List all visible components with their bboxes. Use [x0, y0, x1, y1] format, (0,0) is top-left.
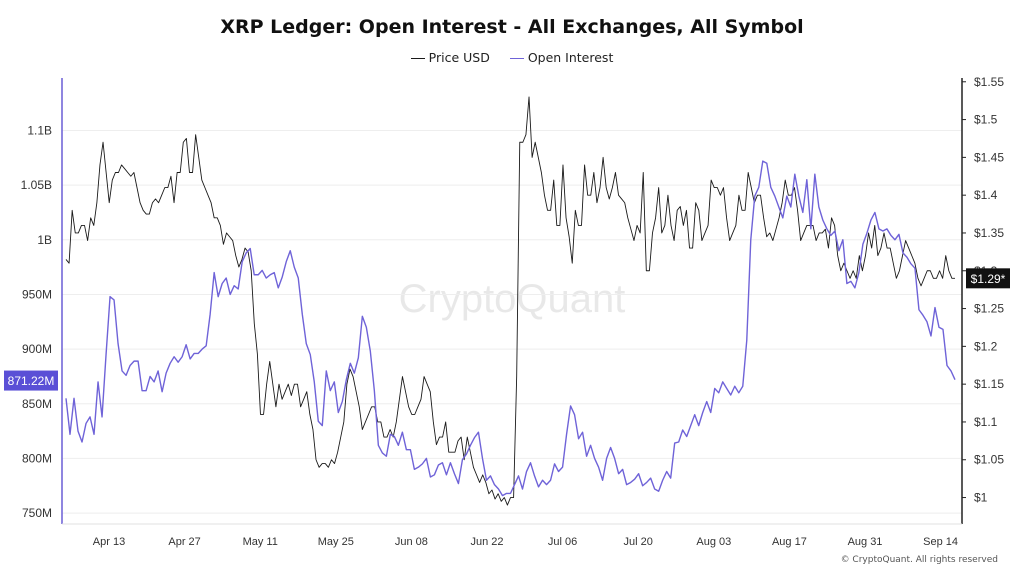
- open-interest-line[interactable]: [65, 160, 956, 497]
- legend-item-price[interactable]: Price USD: [410, 50, 490, 65]
- legend-label-price: Price USD: [428, 50, 490, 65]
- x-tick-label: Apr 27: [168, 536, 200, 548]
- series-layer: [65, 96, 956, 506]
- legend-swatch-price: [410, 58, 425, 59]
- left-tick-label: 1.1B: [27, 123, 52, 137]
- right-tick-label: $1.25: [974, 302, 1004, 316]
- left-tick-label: 800M: [22, 451, 52, 465]
- copyright-notice: © CryptoQuant. All rights reserved: [840, 555, 998, 565]
- legend-label-open-interest: Open Interest: [527, 50, 614, 65]
- left-tick-label: 950M: [22, 287, 52, 301]
- open-interest-current-badge: [4, 370, 58, 391]
- left-tick-label: 1B: [37, 233, 52, 247]
- legend-item-open-interest[interactable]: Open Interest: [509, 50, 614, 65]
- left-tick-label: 1.05B: [21, 178, 52, 192]
- price-current-label: $1.29*: [971, 272, 1006, 286]
- left-tick-label: 850M: [22, 397, 52, 411]
- right-tick-label: $1.4: [974, 188, 998, 202]
- x-tick-label: Aug 17: [772, 536, 807, 548]
- right-tick-label: $1.1: [974, 415, 998, 429]
- left-tick-label: 750M: [22, 506, 52, 520]
- grid-layer: [62, 129, 962, 514]
- x-tick-label: Jul 20: [624, 536, 653, 548]
- badge-layer: 871.22M $1.29*: [4, 268, 1010, 391]
- legend-swatch-open-interest: [509, 58, 524, 59]
- right-tick-label: $1: [974, 491, 988, 505]
- right-tick-label: $1.05: [974, 453, 1004, 467]
- x-tick-label: Jun 22: [470, 536, 503, 548]
- x-tick-label: Jul 06: [548, 536, 577, 548]
- x-tick-label: Aug 31: [848, 536, 883, 548]
- left-tick-label: 900M: [22, 342, 52, 356]
- legend: Price USD Open Interest: [0, 50, 1024, 65]
- x-tick-label: May 25: [318, 536, 354, 548]
- price-usd-line[interactable]: [65, 96, 955, 506]
- x-tick-label: Sep 14: [923, 536, 958, 548]
- right-tick-label: $1.15: [974, 377, 1004, 391]
- price-current-badge: [966, 268, 1010, 289]
- right-tick-label: $1.45: [974, 150, 1004, 164]
- right-tick-label: $1.2: [974, 339, 998, 353]
- x-tick-label: Apr 13: [93, 536, 125, 548]
- right-tick-label: $1.5: [974, 113, 998, 127]
- right-tick-label: $1.55: [974, 75, 1004, 89]
- axis-layer: 750M 800M 850M 900M 950M 1B 1.05B 1.1B $1 $1.05 $1…: [21, 75, 1005, 548]
- x-tick-label: Jun 08: [395, 536, 428, 548]
- x-tick-label: Aug 03: [696, 536, 731, 548]
- x-tick-label: May 11: [243, 536, 278, 548]
- watermark: CryptoQuant: [399, 277, 626, 321]
- chart-title: XRP Ledger: Open Interest - All Exchange…: [220, 16, 804, 38]
- open-interest-current-label: 871.22M: [8, 374, 55, 388]
- right-tick-label: $1.35: [974, 226, 1004, 240]
